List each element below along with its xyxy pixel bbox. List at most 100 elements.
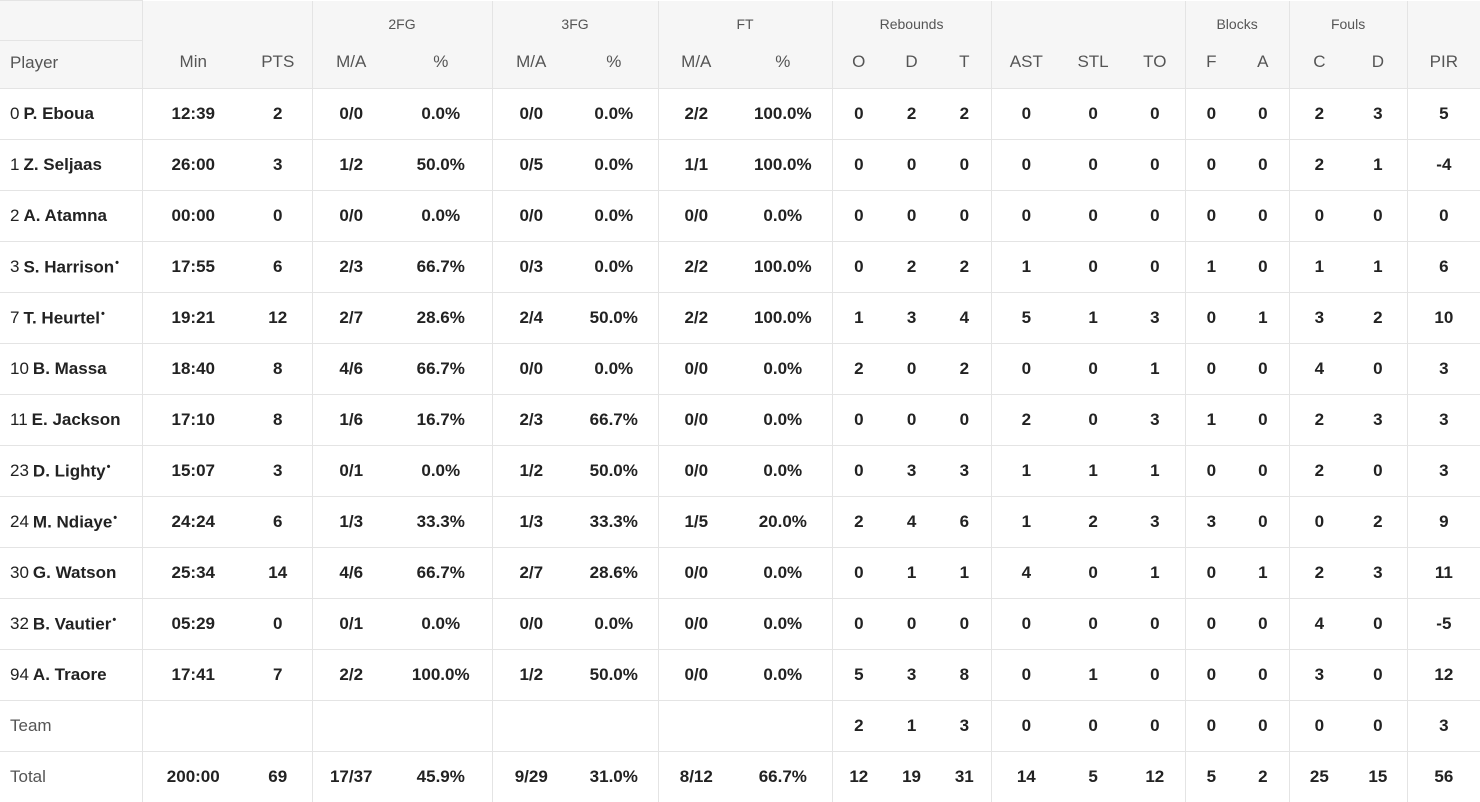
stat-fg2-ma: 0/0: [312, 191, 390, 242]
stat-min: 25:34: [142, 548, 244, 599]
column-header-2fg-ma[interactable]: M/A: [312, 41, 390, 89]
player-name-link[interactable]: M. Ndiaye: [33, 512, 112, 531]
player-name-link[interactable]: E. Jackson: [32, 410, 121, 429]
column-header-blk-f[interactable]: F: [1185, 41, 1237, 89]
column-header-3fg-pct[interactable]: %: [570, 41, 658, 89]
player-name-link[interactable]: A. Atamna: [23, 206, 106, 225]
player-name-link[interactable]: Z. Seljaas: [23, 155, 101, 174]
stat-pir: 9: [1407, 497, 1480, 548]
stat-min: 00:00: [142, 191, 244, 242]
column-header-3fg-ma[interactable]: M/A: [492, 41, 570, 89]
stat-stl: 0: [1061, 395, 1125, 446]
player-name-link[interactable]: T. Heurtel: [23, 308, 100, 327]
group-header-3fg: 3FG: [492, 1, 658, 41]
column-header-pts[interactable]: PTS: [244, 41, 312, 89]
stat-fouls-d: 0: [1349, 191, 1407, 242]
stat-reb-d: 3: [885, 446, 938, 497]
stat-blk-a: 0: [1237, 191, 1289, 242]
column-header-reb-o[interactable]: O: [832, 41, 885, 89]
player-name-link[interactable]: B. Massa: [33, 359, 107, 378]
stat-fg3-ma: [492, 701, 570, 752]
player-name-link[interactable]: P. Eboua: [23, 104, 94, 123]
stat-ast: 0: [991, 344, 1061, 395]
stat-reb-d: 0: [885, 344, 938, 395]
stat-min: 24:24: [142, 497, 244, 548]
player-number: 11: [10, 410, 28, 429]
column-header-stl[interactable]: STL: [1061, 41, 1125, 89]
player-name-link[interactable]: S. Harrison: [23, 257, 114, 276]
starter-marker: •: [115, 257, 119, 269]
stat-fouls-d: 2: [1349, 293, 1407, 344]
column-header-ft-pct[interactable]: %: [734, 41, 832, 89]
player-name-link[interactable]: G. Watson: [33, 563, 116, 582]
column-header-ast[interactable]: AST: [991, 41, 1061, 89]
stat-blk-f: 1: [1185, 395, 1237, 446]
player-number: 0: [10, 104, 19, 123]
stat-to: 3: [1125, 293, 1185, 344]
column-header-fouls-c[interactable]: C: [1289, 41, 1349, 89]
group-header-fouls: Fouls: [1289, 1, 1407, 41]
stat-min: 18:40: [142, 344, 244, 395]
stat-fg2-ma: 0/1: [312, 446, 390, 497]
stat-pts: 0: [244, 191, 312, 242]
stat-reb-o: 2: [832, 344, 885, 395]
player-number: 7: [10, 308, 19, 327]
stat-pts: 2: [244, 89, 312, 140]
stat-fouls-c: 25: [1289, 752, 1349, 802]
stat-fouls-c: 2: [1289, 140, 1349, 191]
player-name-link[interactable]: B. Vautier: [33, 614, 111, 633]
player-name-link[interactable]: D. Lighty: [33, 461, 106, 480]
stat-blk-f: 0: [1185, 140, 1237, 191]
stat-fouls-d: 15: [1349, 752, 1407, 802]
column-header-to[interactable]: TO: [1125, 41, 1185, 89]
group-header-2fg: 2FG: [312, 1, 492, 41]
stat-blk-a: 1: [1237, 293, 1289, 344]
stat-ft-pct: 0.0%: [734, 395, 832, 446]
column-header-fouls-d[interactable]: D: [1349, 41, 1407, 89]
column-header-reb-d[interactable]: D: [885, 41, 938, 89]
stat-min: 17:55: [142, 242, 244, 293]
stat-reb-t: 3: [938, 446, 991, 497]
stat-reb-d: 0: [885, 140, 938, 191]
stat-reb-o: 2: [832, 497, 885, 548]
stat-blk-a: 1: [1237, 548, 1289, 599]
stat-fouls-d: 3: [1349, 89, 1407, 140]
stat-fouls-d: 0: [1349, 446, 1407, 497]
stat-fg3-pct: 50.0%: [570, 650, 658, 701]
stat-blk-f: 3: [1185, 497, 1237, 548]
column-header-player[interactable]: Player: [0, 41, 142, 89]
stat-reb-t: 1: [938, 548, 991, 599]
column-header-ft-ma[interactable]: M/A: [658, 41, 734, 89]
column-header-min[interactable]: Min: [142, 41, 244, 89]
stat-reb-t: 0: [938, 191, 991, 242]
stat-fg2-ma: 4/6: [312, 548, 390, 599]
stat-ft-pct: 100.0%: [734, 242, 832, 293]
stat-fouls-c: 4: [1289, 344, 1349, 395]
stat-min: 05:29: [142, 599, 244, 650]
column-header-pir[interactable]: PIR: [1407, 41, 1480, 89]
column-header-blk-a[interactable]: A: [1237, 41, 1289, 89]
player-name-link[interactable]: A. Traore: [33, 665, 107, 684]
stat-to: 0: [1125, 650, 1185, 701]
column-header-2fg-pct[interactable]: %: [390, 41, 492, 89]
stat-blk-f: 0: [1185, 293, 1237, 344]
stat-fg2-ma: 1/6: [312, 395, 390, 446]
stat-to: 12: [1125, 752, 1185, 802]
column-header-reb-t[interactable]: T: [938, 41, 991, 89]
stat-blk-f: 0: [1185, 548, 1237, 599]
